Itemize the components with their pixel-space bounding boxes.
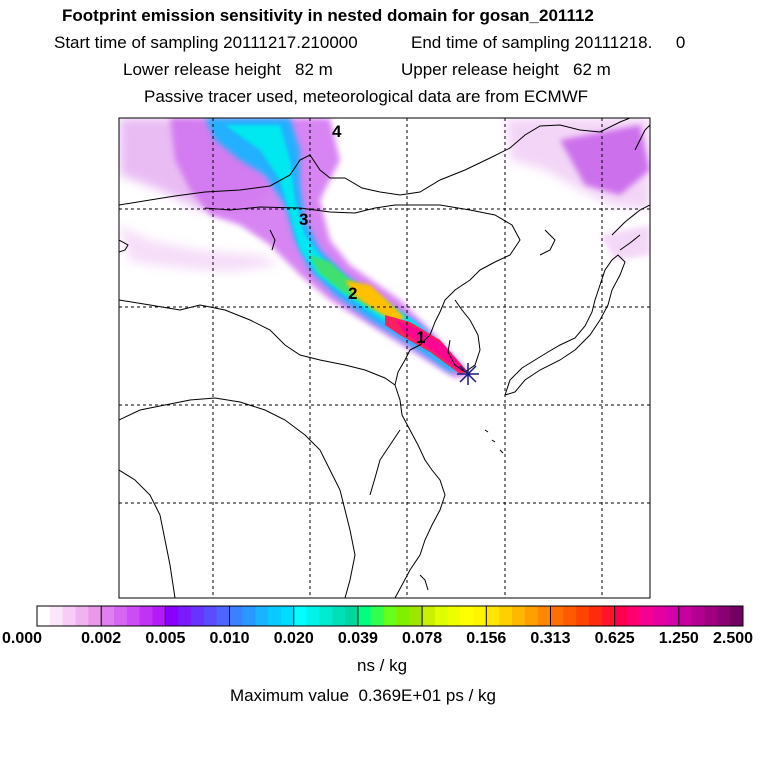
colorbar-tick-label: 1.250 — [658, 630, 699, 647]
colorbar-cell — [473, 606, 487, 626]
colorbar-cell — [511, 606, 526, 626]
colorbar-cell — [434, 606, 449, 626]
colorbar-cell — [268, 606, 282, 626]
colorbar-cell — [665, 606, 680, 626]
colorbar-cell — [306, 606, 320, 626]
lat-lon-grid — [119, 118, 650, 598]
colorbar-cell — [409, 606, 423, 626]
colorbar-cell — [280, 606, 295, 626]
sensitivity-field — [119, 118, 650, 378]
colorbar-cell — [678, 606, 693, 626]
colorbar-cell — [62, 606, 77, 626]
colorbar-tick-label: 0.625 — [594, 630, 635, 647]
units-label: ns / kg — [357, 656, 408, 675]
colorbar-cell — [653, 606, 667, 626]
colorbar-cell — [332, 606, 346, 626]
colorbar-tick-label: 0.010 — [209, 630, 250, 647]
plot-title: Footprint emission sensitivity in nested… — [62, 6, 594, 25]
colorbar-cell — [460, 606, 474, 626]
trajectory-label-2: 2 — [348, 284, 357, 303]
colorbar-tick-label: 0.005 — [145, 630, 186, 647]
colorbar-cell — [563, 606, 577, 626]
colorbar-cell — [640, 606, 654, 626]
colorbar-cell — [730, 606, 744, 626]
colorbar-cell — [101, 606, 115, 626]
colorbar-tick-label: 0.020 — [273, 630, 314, 647]
colorbar-cell — [524, 606, 539, 626]
colorbar-cell — [165, 606, 179, 626]
colorbar-tick-label: 2.500 — [712, 630, 754, 647]
colorbar-cell — [319, 606, 333, 626]
maximum-value-label: Maximum value 0.369E+01 ps / kg — [230, 686, 496, 705]
colorbar-tick-label: 0.078 — [402, 630, 443, 647]
lower-release-height-label: Lower release height 82 m — [123, 60, 333, 79]
colorbar-cell — [88, 606, 102, 626]
colorbar-tick-label: 0.000 — [1, 630, 43, 647]
colorbar-cell — [139, 606, 154, 626]
colorbar-cell — [126, 606, 141, 626]
end-time-label: End time of sampling 20111218. 0 — [411, 33, 686, 52]
colorbar-cell — [396, 606, 410, 626]
colorbar-cell — [588, 606, 603, 626]
colorbar-cell — [178, 606, 192, 626]
coastlines — [119, 118, 650, 598]
tracer-info-label: Passive tracer used, meteorological data… — [144, 87, 589, 106]
colorbar-cell — [614, 606, 628, 626]
receptor-asterisk-marker — [457, 363, 479, 385]
trajectory-label-1: 1 — [416, 328, 425, 347]
trajectory-label-4: 4 — [332, 122, 342, 141]
colorbar-cell — [191, 606, 205, 626]
colorbar-cell — [216, 606, 231, 626]
colorbar-cell — [601, 606, 616, 626]
upper-release-height-label: Upper release height 62 m — [401, 60, 611, 79]
colorbar-cell — [370, 606, 385, 626]
colorbar-cell — [717, 606, 731, 626]
colorbar-tick-label: 0.039 — [337, 630, 378, 647]
colorbar-cell — [537, 606, 551, 626]
colorbar-cell — [550, 606, 564, 626]
colorbar-cell — [75, 606, 89, 626]
colorbar-cell — [576, 606, 590, 626]
colorbar-cell — [345, 606, 359, 626]
colorbar-tick-label: 0.313 — [530, 630, 571, 647]
colorbar-cell — [242, 606, 256, 626]
colorbar-cell — [499, 606, 513, 626]
map-frame — [118, 117, 651, 599]
colorbar-cell — [357, 606, 372, 626]
colorbar-cell — [704, 606, 718, 626]
colorbar-cell — [37, 606, 51, 626]
colorbar-cell — [691, 606, 705, 626]
colorbar-cell — [627, 606, 641, 626]
colorbar-cell — [49, 606, 64, 626]
start-time-label: Start time of sampling 20111217.210000 — [54, 33, 358, 52]
colorbar-cell — [486, 606, 500, 626]
colorbar-cell — [114, 606, 128, 626]
colorbar-tick-label: 0.156 — [466, 630, 507, 647]
colorbar-cell — [293, 606, 308, 626]
colorbar-cell — [255, 606, 269, 626]
colorbar-cell — [229, 606, 243, 626]
colorbar-cell — [383, 606, 397, 626]
colorbar-cell — [203, 606, 218, 626]
colorbar-cell — [422, 606, 436, 626]
trajectory-label-3: 3 — [299, 210, 308, 229]
colorbar-cell — [447, 606, 462, 626]
colorbar-tick-label: 0.002 — [81, 630, 122, 647]
colorbar-cell — [152, 606, 166, 626]
